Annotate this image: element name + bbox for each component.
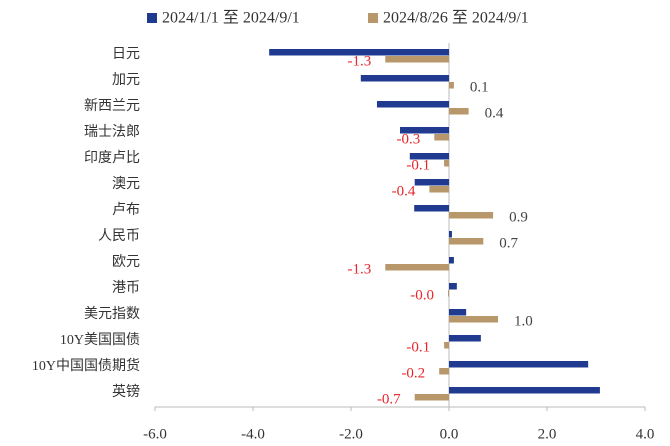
bar <box>449 82 454 89</box>
value-label: 0.4 <box>485 105 504 121</box>
bar <box>449 316 498 323</box>
value-label: 0.9 <box>509 209 528 225</box>
category-label: 英镑 <box>112 383 140 400</box>
value-label: 1.0 <box>514 313 533 329</box>
value-label: -0.7 <box>377 391 401 407</box>
category-label: 港币 <box>112 280 140 296</box>
bar <box>449 257 454 264</box>
bar <box>400 127 449 134</box>
bar <box>449 309 467 316</box>
bar <box>409 153 449 160</box>
x-tick-label: 4.0 <box>636 426 655 442</box>
legend-swatch <box>368 13 378 23</box>
bar <box>449 335 481 342</box>
bar <box>360 75 449 82</box>
x-tick-label: -4.0 <box>241 426 265 442</box>
bar <box>269 49 449 56</box>
category-label: 加元 <box>112 72 140 88</box>
value-label: 0.7 <box>499 235 518 251</box>
bar <box>376 101 449 108</box>
value-label: -0.1 <box>406 339 430 355</box>
x-tick-label: 2.0 <box>538 426 557 442</box>
value-label: -0.1 <box>406 157 430 173</box>
category-label: 人民币 <box>98 228 140 244</box>
category-label: 10Y中国国债期货 <box>32 357 140 374</box>
bar <box>448 290 449 297</box>
bar <box>385 264 449 271</box>
value-label: -0.0 <box>410 287 434 303</box>
bar <box>444 342 449 349</box>
bar <box>449 231 452 238</box>
x-tick-label: 0.0 <box>440 426 459 442</box>
value-label: -0.4 <box>392 183 416 199</box>
bar <box>449 387 600 394</box>
category-label: 日元 <box>112 47 140 62</box>
category-label: 瑞士法郎 <box>84 124 140 140</box>
bar <box>429 186 449 193</box>
category-label: 印度卢比 <box>84 150 140 166</box>
category-label: 美元指数 <box>84 306 140 322</box>
bar <box>414 205 449 212</box>
x-tick-label: -2.0 <box>339 426 363 442</box>
bar <box>444 160 449 167</box>
value-label: -1.3 <box>348 53 372 69</box>
bar <box>434 134 449 141</box>
category-label: 欧元 <box>112 254 140 270</box>
bar <box>449 212 494 219</box>
bar <box>414 394 449 401</box>
bar <box>414 179 449 186</box>
bar <box>439 368 449 375</box>
bar <box>449 108 469 115</box>
legend-label: 2024/8/26 至 2024/9/1 <box>383 10 529 27</box>
bar <box>449 238 484 245</box>
legend-swatch <box>147 13 157 23</box>
bar <box>449 361 589 368</box>
bar <box>385 56 449 63</box>
category-label: 澳元 <box>112 176 140 192</box>
value-label: -0.3 <box>397 131 421 147</box>
x-tick-label: -6.0 <box>143 426 167 442</box>
category-label: 10Y美国国债 <box>60 332 140 348</box>
legend-label: 2024/1/1 至 2024/9/1 <box>162 10 300 27</box>
category-label: 卢布 <box>112 202 140 218</box>
value-label: -0.2 <box>401 365 425 381</box>
value-label: 0.1 <box>470 79 489 95</box>
bar <box>449 283 457 290</box>
category-label: 新西兰元 <box>84 98 140 114</box>
value-label: -1.3 <box>348 261 372 277</box>
